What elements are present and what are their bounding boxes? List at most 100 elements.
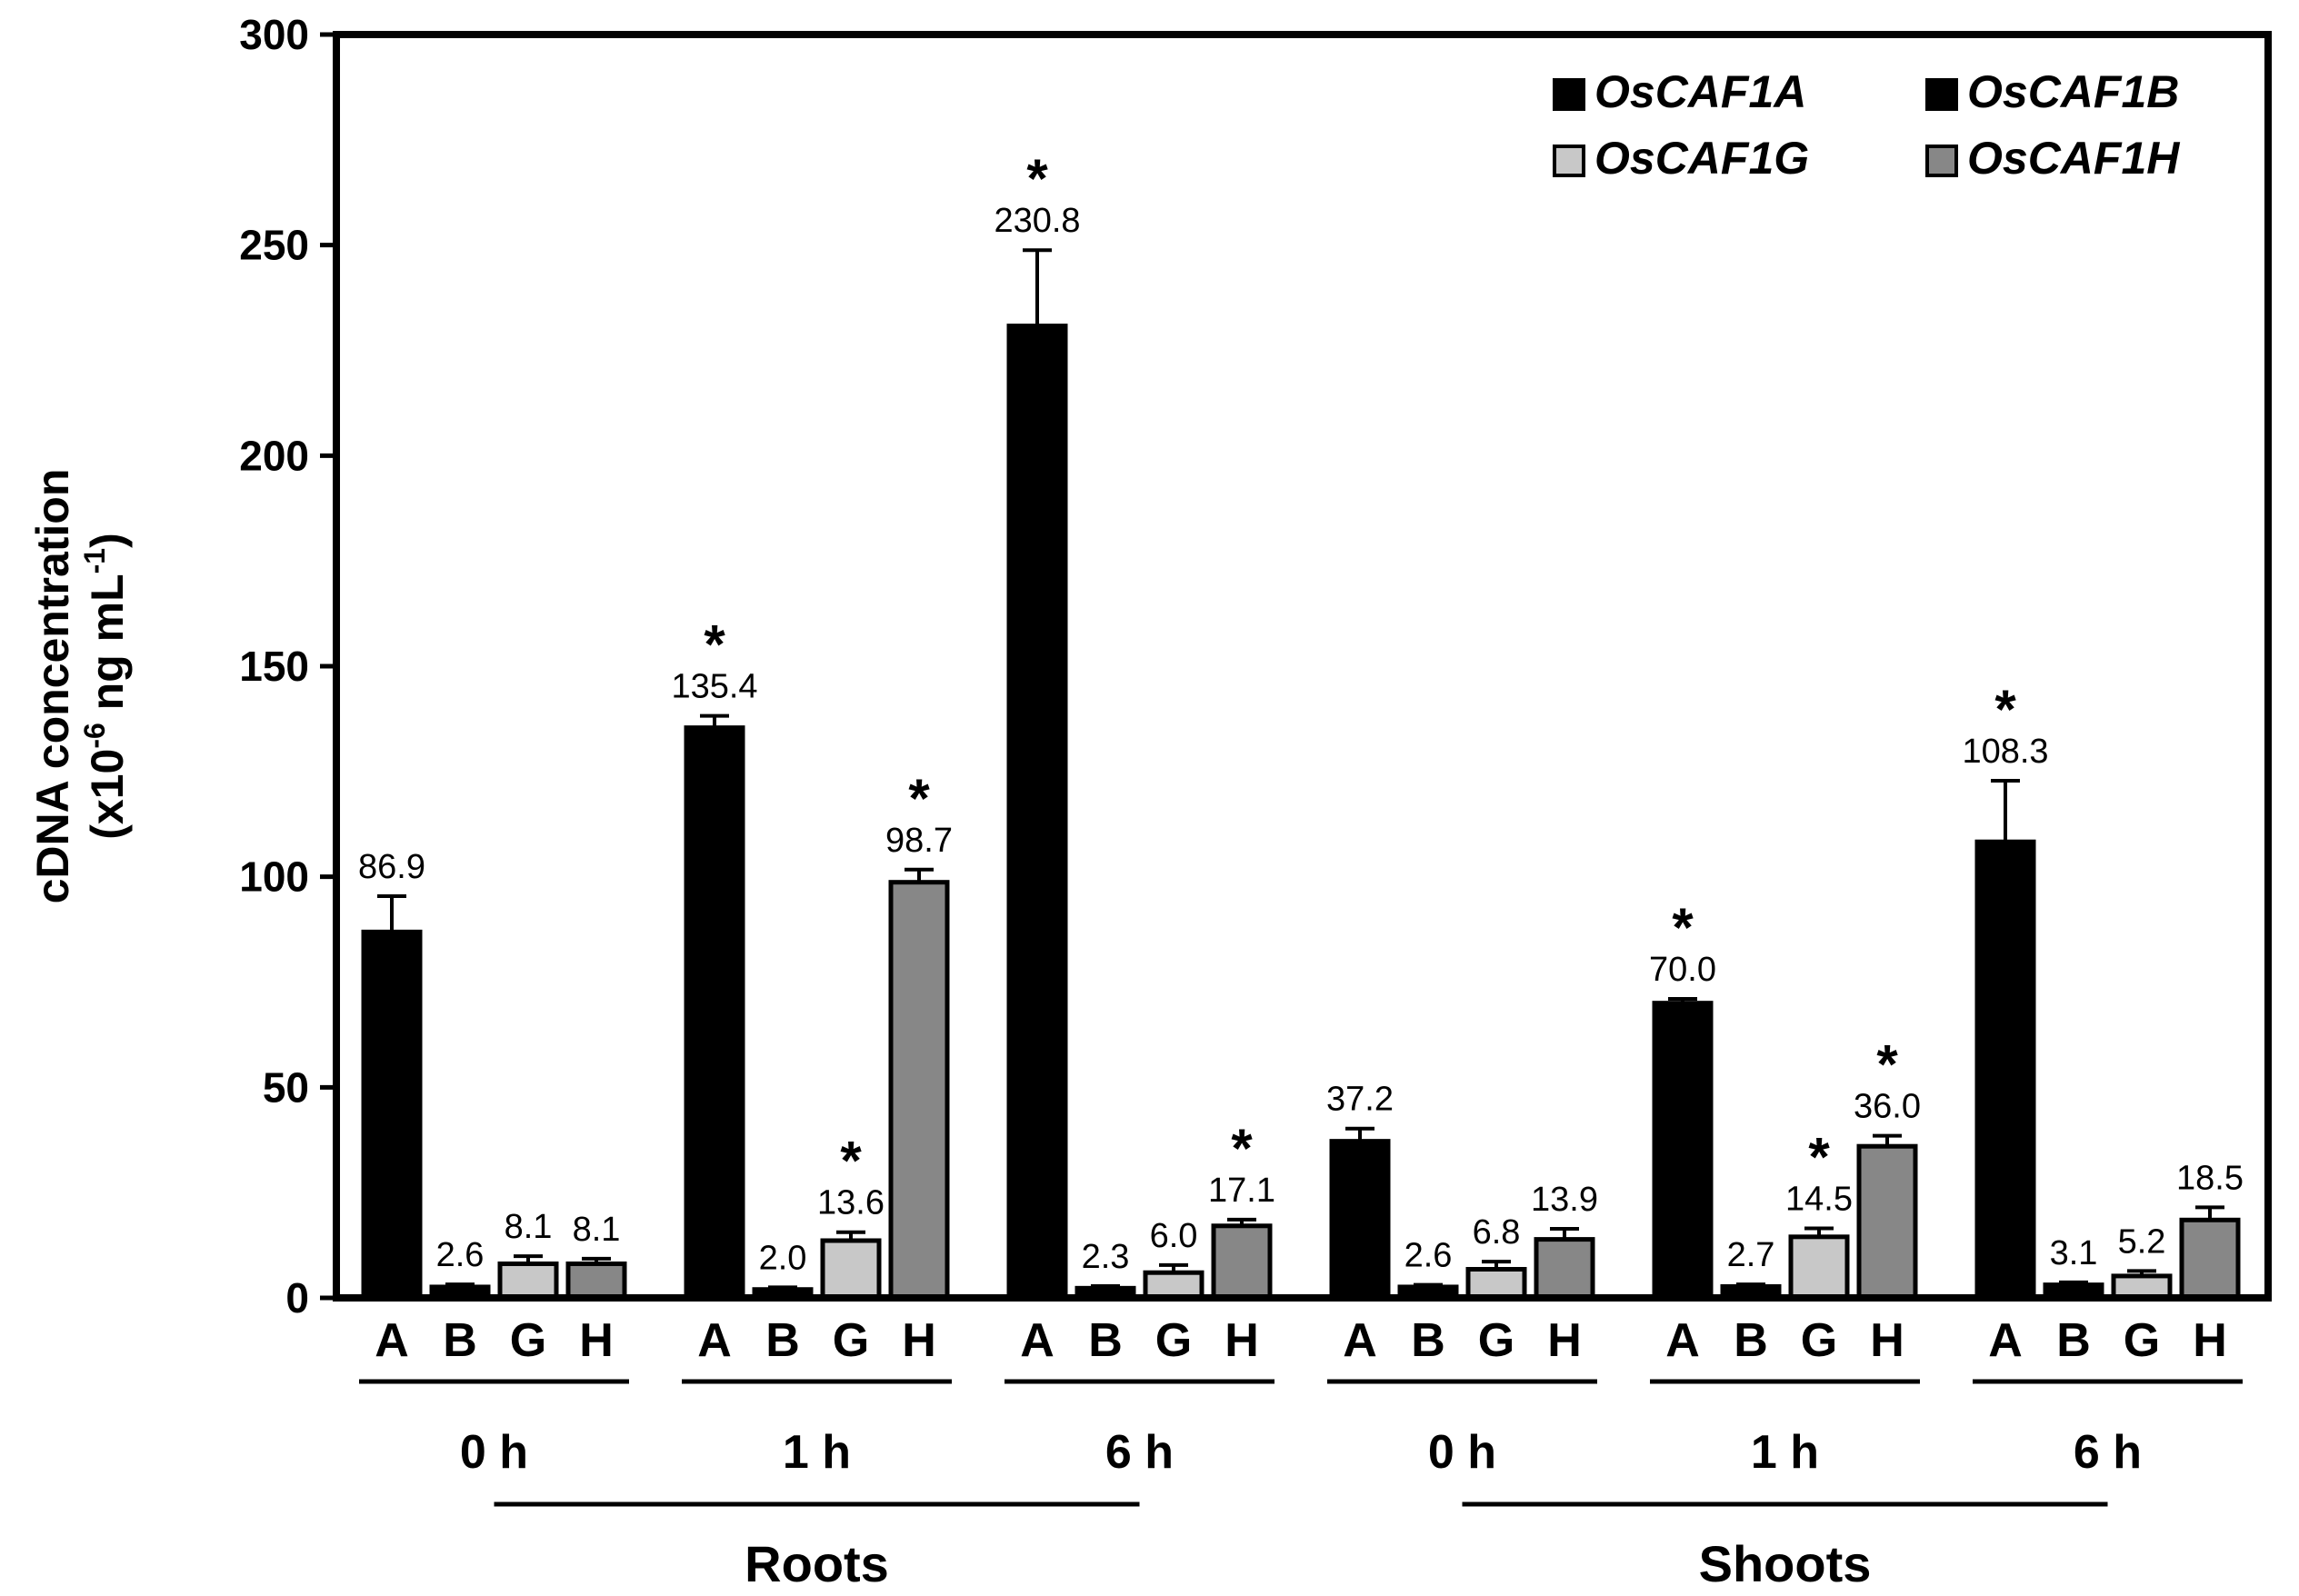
data-label: 86.9 (358, 848, 425, 886)
category-label: B (1734, 1314, 1768, 1367)
category-label: G (1155, 1314, 1192, 1367)
legend-label-a: OsCAF1A (1594, 66, 1806, 117)
legend-swatch-g (1553, 145, 1585, 177)
data-label: 8.1 (505, 1208, 553, 1246)
data-label: 6.0 (1150, 1217, 1198, 1255)
tissue-label: Roots (745, 1535, 889, 1592)
category-label: G (2124, 1314, 2160, 1367)
legend-swatch-b (1925, 78, 1958, 111)
plot-frame (333, 31, 2272, 1302)
time-label: 1 h (783, 1426, 851, 1479)
data-label: 108.3 (1962, 733, 2048, 771)
bar-a (1974, 839, 2036, 1301)
bar-a (1329, 1139, 1391, 1301)
bar-a (1006, 324, 1068, 1301)
legend-swatch-h (1925, 145, 1958, 177)
legend: OsCAF1A OsCAF1B OsCAF1G OsCAF1H (1553, 66, 2180, 184)
category-label: G (833, 1314, 869, 1367)
data-label: 8.1 (573, 1211, 621, 1249)
y-tick-label: 200 (239, 432, 309, 479)
y-tick-label: 0 (285, 1274, 309, 1322)
significance-star: * (908, 768, 930, 829)
significance-star: * (840, 1131, 862, 1192)
category-label: H (579, 1314, 614, 1367)
data-label: 2.3 (1082, 1238, 1130, 1276)
y-axis-title-line2: (x10-6 ng mL-1) (78, 533, 133, 840)
category-label: G (510, 1314, 546, 1367)
y-tick-label: 150 (239, 643, 309, 690)
category-label: H (1224, 1314, 1259, 1367)
category-label: A (375, 1314, 409, 1367)
bar-a (361, 929, 423, 1301)
significance-star: * (704, 614, 725, 675)
y-tick-label: 300 (239, 11, 309, 58)
y-axis-title: cDNA concentration (x10-6 ng mL-1) (27, 469, 133, 904)
data-label: 36.0 (1854, 1088, 1921, 1126)
legend-label-b: OsCAF1B (1967, 66, 2179, 117)
data-label: 18.5 (2176, 1159, 2244, 1197)
category-label: B (1088, 1314, 1123, 1367)
data-label: 5.2 (2118, 1222, 2166, 1261)
category-label: A (1665, 1314, 1700, 1367)
category-label: H (902, 1314, 936, 1367)
category-label: G (1801, 1314, 1837, 1367)
tissue-label: Shoots (1699, 1535, 1872, 1592)
bar-h (1534, 1237, 1595, 1301)
data-label: 135.4 (671, 668, 757, 706)
category-label: G (1478, 1314, 1514, 1367)
time-label: 1 h (1751, 1426, 1819, 1479)
time-label: 6 h (2074, 1426, 2142, 1479)
bar-g (497, 1261, 559, 1301)
category-label: B (2056, 1314, 2091, 1367)
bar-a (684, 725, 745, 1301)
bar-g (1465, 1266, 1527, 1301)
bar-h (1211, 1223, 1273, 1301)
significance-star: * (1026, 148, 1048, 209)
category-label: B (1411, 1314, 1445, 1367)
y-tick-label: 250 (239, 222, 309, 269)
data-label: 37.2 (1326, 1081, 1394, 1119)
significance-star: * (1876, 1034, 1898, 1095)
data-label: 2.6 (1404, 1237, 1453, 1275)
y-axis-title-line1: cDNA concentration (27, 469, 78, 904)
significance-star: * (1808, 1127, 1830, 1188)
time-label: 0 h (460, 1426, 528, 1479)
category-label: H (2193, 1314, 2227, 1367)
bar-h (2179, 1217, 2241, 1301)
data-label: 17.1 (1208, 1172, 1275, 1210)
category-label: A (1020, 1314, 1055, 1367)
bar-h (1856, 1143, 1918, 1301)
data-label: 13.6 (817, 1184, 885, 1222)
category-label: B (765, 1314, 800, 1367)
data-label: 6.8 (1473, 1213, 1521, 1252)
data-label: 2.7 (1727, 1236, 1775, 1274)
category-label: A (1988, 1314, 2023, 1367)
significance-star: * (1672, 897, 1694, 958)
legend-swatch-a (1553, 78, 1585, 111)
data-label: 98.7 (885, 822, 953, 860)
data-label: 3.1 (2050, 1234, 2098, 1272)
data-label: 13.9 (1531, 1181, 1598, 1219)
bar-g (820, 1238, 882, 1301)
bar-g (1788, 1234, 1850, 1301)
data-label: 70.0 (1649, 951, 1716, 989)
category-label: H (1870, 1314, 1904, 1367)
bar-a (1652, 1001, 1714, 1301)
bar-h (888, 880, 950, 1301)
significance-star: * (1231, 1118, 1253, 1179)
category-label: B (443, 1314, 477, 1367)
data-label: 230.8 (994, 202, 1080, 240)
data-label: 2.0 (759, 1239, 807, 1277)
bar-g (1143, 1270, 1204, 1301)
y-tick-label: 100 (239, 853, 309, 901)
x-axis: A B G H0 hA B G H1 hA B G H6 hA B G H0 hA B G H1 hA B G H6… (359, 1314, 2243, 1592)
y-tick-label: 50 (263, 1063, 309, 1111)
category-label: A (1343, 1314, 1377, 1367)
data-label: 2.6 (436, 1236, 485, 1274)
time-label: 6 h (1105, 1426, 1174, 1479)
bar-h (565, 1261, 627, 1301)
time-label: 0 h (1428, 1426, 1496, 1479)
legend-label-g: OsCAF1G (1594, 133, 1809, 184)
